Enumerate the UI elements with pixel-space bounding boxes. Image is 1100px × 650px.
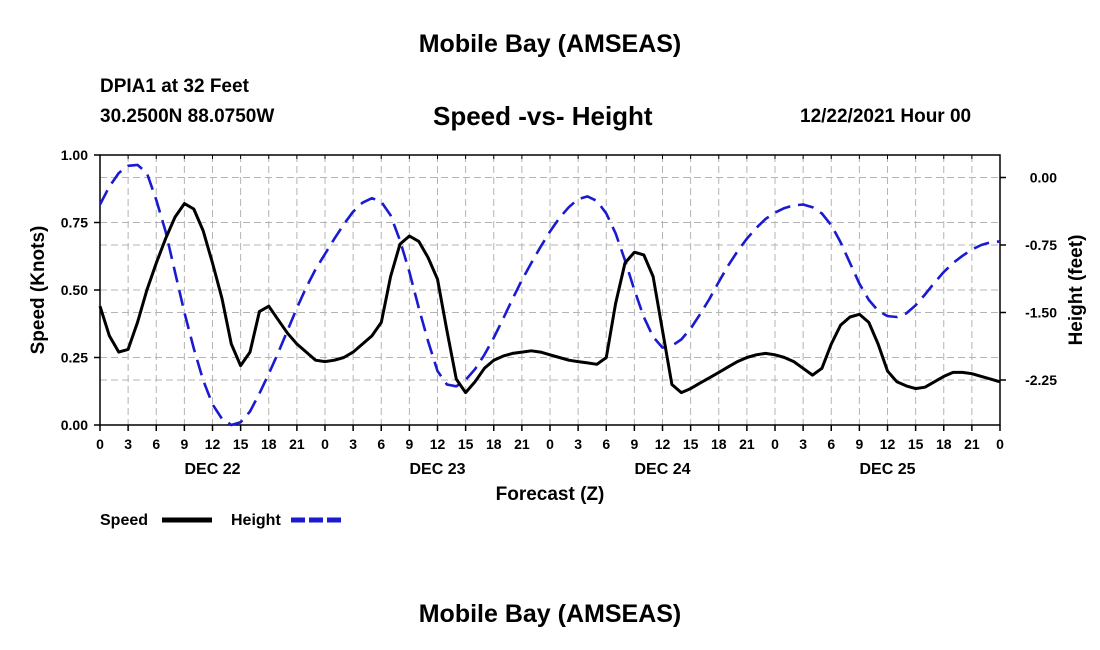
x-tick-label: 15	[233, 436, 249, 452]
x-tick-label: 9	[855, 436, 863, 452]
forecast-datetime: 12/22/2021 Hour 00	[800, 106, 972, 127]
y2-tick-label: -1.50	[1025, 305, 1057, 321]
day-label: DEC 22	[184, 461, 240, 478]
day-label: DEC 23	[409, 461, 465, 478]
y2-axis-label: Height (feet)	[1066, 235, 1087, 346]
x-tick-label: 3	[124, 436, 132, 452]
x-tick-label: 0	[771, 436, 779, 452]
chart-title: Mobile Bay (AMSEAS)	[418, 30, 682, 58]
y-tick-label: 1.00	[61, 147, 88, 163]
day-label: DEC 25	[859, 461, 915, 478]
legend-height-label: Height	[231, 512, 281, 529]
x-tick-label: 12	[430, 436, 446, 452]
y-tick-label: 0.50	[61, 282, 88, 298]
next-chart-title: Mobile Bay (AMSEAS)	[418, 600, 682, 628]
y-tick-label: 0.75	[61, 215, 88, 231]
x-tick-label: 18	[936, 436, 952, 452]
x-tick-label: 0	[96, 436, 104, 452]
x-tick-label: 9	[630, 436, 638, 452]
x-tick-label: 0	[321, 436, 329, 452]
y2-tick-label: 0.00	[1030, 170, 1057, 186]
day-label: DEC 24	[634, 461, 690, 478]
x-tick-label: 0	[546, 436, 554, 452]
x-tick-label: 9	[180, 436, 188, 452]
x-tick-label: 18	[711, 436, 727, 452]
x-tick-label: 6	[827, 436, 835, 452]
x-tick-label: 21	[739, 436, 755, 452]
x-tick-label: 6	[377, 436, 385, 452]
station-label: DPIA1 at 32 Feet	[100, 76, 249, 97]
x-tick-label: 12	[655, 436, 671, 452]
x-tick-label: 0	[996, 436, 1004, 452]
x-tick-label: 6	[152, 436, 160, 452]
x-tick-label: 12	[880, 436, 896, 452]
coordinates-label: 30.2500N 88.0750W	[100, 106, 275, 127]
x-axis-label: Forecast (Z)	[496, 484, 605, 505]
y-tick-label: 0.00	[61, 417, 88, 433]
speed-height-chart: 0 3 6 9 12 15 18 21 0 3 6 9 12 15 18 21 0 3 6 9 12 15 18 21 0 3 6 9…	[28, 147, 1087, 529]
x-tick-label: 18	[486, 436, 502, 452]
x-tick-label: 18	[261, 436, 277, 452]
x-tick-label: 21	[514, 436, 530, 452]
x-tick-label: 3	[574, 436, 582, 452]
x-tick-label: 21	[964, 436, 980, 452]
x-tick-label: 15	[458, 436, 474, 452]
x-tick-label: 3	[349, 436, 357, 452]
x-tick-label: 3	[799, 436, 807, 452]
speed-series-line	[98, 202, 1001, 395]
x-tick-label: 21	[289, 436, 305, 452]
y2-tick-label: -2.25	[1025, 372, 1057, 388]
x-tick-label: 15	[683, 436, 699, 452]
x-tick-label: 12	[205, 436, 221, 452]
x-tick-label: 9	[405, 436, 413, 452]
y2-tick-label: -0.75	[1025, 237, 1057, 253]
height-series-line	[98, 163, 1001, 427]
x-tick-label: 6	[602, 436, 610, 452]
x-tick-label: 15	[908, 436, 924, 452]
legend-speed-label: Speed	[100, 512, 148, 529]
y-tick-label: 0.25	[61, 350, 88, 366]
y-axis-label: Speed (Knots)	[28, 226, 49, 355]
chart-subtitle: Speed -vs- Height	[433, 101, 653, 131]
